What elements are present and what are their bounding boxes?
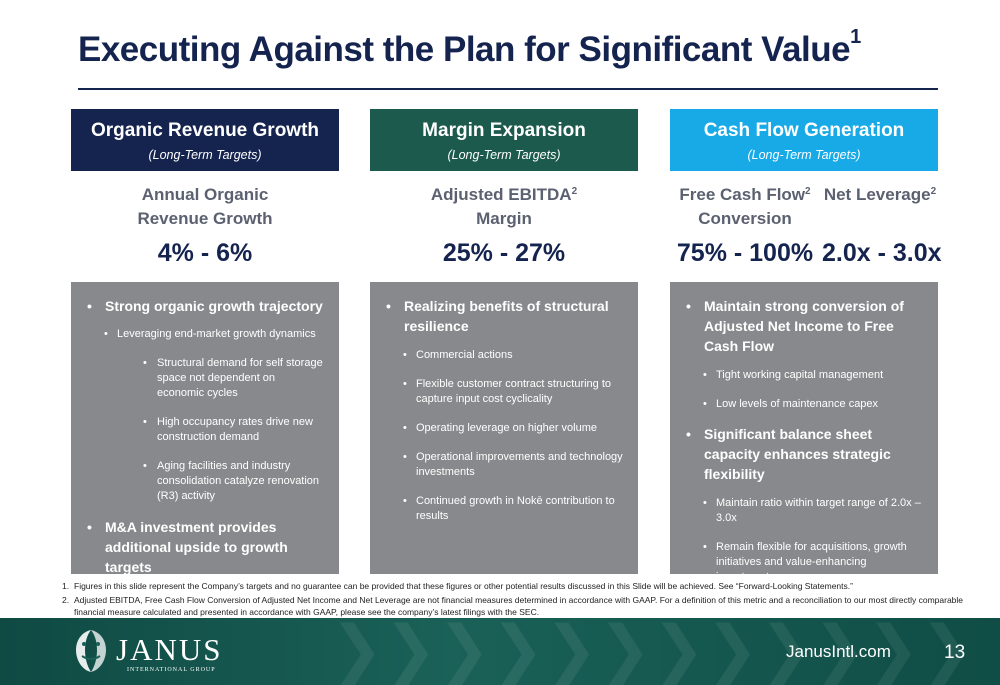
- bullet-maintenance-capex: Low levels of maintenance capex: [670, 397, 938, 412]
- metric-label-net-leverage: Net Leverage2: [822, 183, 938, 207]
- bullet-contract-structuring: Flexible customer contract structuring t…: [370, 377, 638, 407]
- footnote-marker: 2: [571, 186, 578, 197]
- metric-label-organic: Annual Organic Revenue Growth: [71, 183, 339, 231]
- bullet-flexible-acquisitions: Remain flexible for acquisitions, growth…: [670, 540, 938, 585]
- header-organic-revenue-growth: Organic Revenue Growth (Long-Term Target…: [71, 109, 339, 171]
- metric-value-net-leverage: 2.0x - 3.0x: [822, 239, 942, 267]
- footnote-text: Figures in this slide represent the Comp…: [74, 581, 853, 591]
- header-subtitle: (Long-Term Targets): [148, 148, 262, 162]
- bullet-structural-demand: Structural demand for self storage space…: [71, 356, 339, 401]
- title-divider: [78, 88, 938, 90]
- footnote-marker: 2: [930, 186, 937, 197]
- bullet-balance-sheet: Significant balance sheet capacity enhan…: [670, 424, 938, 484]
- bullet-occupancy: High occupancy rates drive new construct…: [71, 415, 339, 445]
- header-title: Cash Flow Generation: [703, 120, 905, 141]
- header-subtitle: (Long-Term Targets): [747, 148, 861, 162]
- bullet-strong-organic: Strong organic growth trajectory: [71, 296, 339, 316]
- janus-logo-icon: [76, 630, 106, 672]
- metric-label-line2: Revenue Growth: [137, 209, 273, 228]
- panel-organic: Strong organic growth trajectory Leverag…: [71, 282, 339, 577]
- bullet-operating-leverage: Operating leverage on higher volume: [370, 421, 638, 436]
- slide-title-text: Executing Against the Plan for Significa…: [78, 30, 851, 69]
- title-footnote-marker: 1: [850, 26, 861, 48]
- metric-value-fcf: 75% - 100%: [676, 239, 814, 267]
- metric-value-organic: 4% - 6%: [157, 239, 253, 267]
- footnote-number: 1.: [62, 581, 70, 591]
- column-cash-flow: Cash Flow Generation (Long-Term Targets)…: [670, 109, 942, 583]
- metric-label-line2: Conversion: [698, 209, 792, 228]
- bullet-noke-growth: Continued growth in Nokē contribution to…: [370, 494, 638, 524]
- metric-label-line1: Annual Organic: [141, 185, 269, 204]
- footer-band: ❯❯❯❯❯❯❯❯❯❯❯❯ JANUS INTERNATIONAL GROUP J…: [0, 618, 1000, 685]
- metric-value-margin: 25% - 27%: [442, 239, 566, 267]
- column-organic-revenue: Organic Revenue Growth (Long-Term Target…: [71, 109, 339, 575]
- footnote-text: Adjusted EBITDA, Free Cash Flow Conversi…: [74, 595, 964, 617]
- slide-title: Executing Against the Plan for Significa…: [78, 26, 861, 70]
- metric-label-text: Adjusted EBITDA: [430, 185, 572, 204]
- header-title: Organic Revenue Growth: [90, 120, 320, 141]
- bullet-end-market: Leveraging end-market growth dynamics: [71, 327, 339, 342]
- header-subtitle: (Long-Term Targets): [447, 148, 561, 162]
- logo-wordmark: JANUS: [116, 632, 223, 667]
- logo-subtitle: INTERNATIONAL GROUP: [127, 667, 216, 673]
- panel-margin: Realizing benefits of structural resilie…: [370, 282, 638, 574]
- metric-label-line1: Free Cash Flow2: [670, 183, 820, 207]
- bullet-m-and-a: M&A investment provides additional upsid…: [71, 517, 339, 577]
- metric-label-line1: Adjusted EBITDA2: [370, 183, 638, 207]
- metric-label-text: Free Cash Flow: [679, 185, 806, 204]
- footnote-number: 2.: [62, 595, 70, 605]
- bullet-commercial-actions: Commercial actions: [370, 348, 638, 363]
- bullet-strong-conversion: Maintain strong conversion of Adjusted N…: [670, 296, 938, 356]
- footnote-2: 2. Adjusted EBITDA, Free Cash Flow Conve…: [52, 594, 972, 618]
- bullet-working-capital: Tight working capital management: [670, 368, 938, 383]
- metric-label-text: Net Leverage: [823, 185, 931, 204]
- header-cash-flow-generation: Cash Flow Generation (Long-Term Targets): [670, 109, 938, 171]
- bullet-aging-facilities: Aging facilities and industry consolidat…: [71, 459, 339, 504]
- footnote-1: 1. Figures in this slide represent the C…: [52, 580, 972, 592]
- footnotes: 1. Figures in this slide represent the C…: [52, 580, 972, 618]
- column-margin-expansion: Margin Expansion (Long-Term Targets) Adj…: [370, 109, 638, 574]
- footnote-marker: 2: [805, 186, 811, 197]
- metric-label-line2: Margin: [476, 209, 532, 228]
- website-link[interactable]: JanusIntl.com: [786, 642, 891, 661]
- header-title: Margin Expansion: [422, 120, 586, 141]
- bullet-target-ratio: Maintain ratio within target range of 2.…: [670, 496, 938, 526]
- bullet-structural-resilience: Realizing benefits of structural resilie…: [370, 296, 638, 336]
- bullet-operational-improvements: Operational improvements and technology …: [370, 450, 638, 480]
- page-number: 13: [944, 642, 966, 663]
- chevron-pattern-icon: ❯❯❯❯❯❯❯❯❯❯❯❯: [330, 618, 974, 685]
- header-margin-expansion: Margin Expansion (Long-Term Targets): [370, 109, 638, 171]
- metric-label-margin: Adjusted EBITDA2 Margin: [370, 183, 638, 231]
- metric-label-line1: Net Leverage2: [822, 183, 938, 207]
- metric-label-fcf: Free Cash Flow2 Conversion: [670, 183, 820, 231]
- panel-cash: Maintain strong conversion of Adjusted N…: [670, 282, 938, 583]
